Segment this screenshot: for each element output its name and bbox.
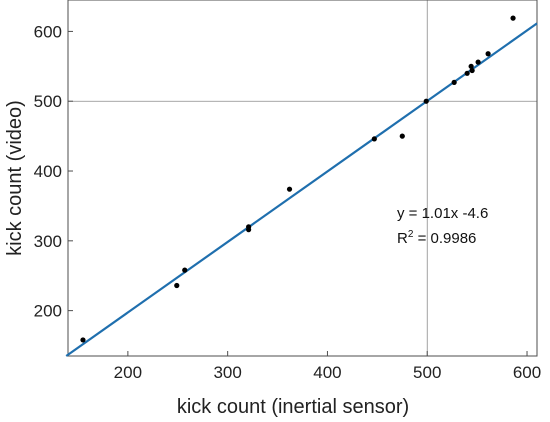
x-tick-label: 600 (513, 363, 541, 382)
data-point (423, 98, 429, 104)
data-point (246, 224, 252, 230)
y-tick-label: 400 (34, 162, 62, 181)
y-tick-label: 300 (34, 232, 62, 251)
data-point (80, 337, 86, 343)
x-tick-label: 400 (313, 363, 341, 382)
x-axis-ticks: 200 300 400 500 600 (114, 351, 541, 382)
y-axis-label: kick count (video) (4, 100, 26, 256)
data-point (475, 59, 481, 65)
plot-frame (67, 0, 538, 357)
data-point (510, 15, 516, 21)
data-point (174, 282, 180, 289)
plot-background (68, 0, 537, 356)
r-squared-value: = 0.9986 (413, 230, 476, 247)
r-squared-superscript: 2 (408, 229, 414, 240)
x-axis-label: kick count (inertial sensor) (177, 396, 409, 418)
x-tick-label: 300 (213, 363, 241, 382)
regression-line (65, 22, 538, 357)
regression-line-group (65, 22, 538, 357)
r-squared-symbol: R (397, 230, 408, 247)
data-point (485, 51, 491, 57)
data-point (399, 133, 405, 139)
r-squared: R2 = 0.9986 (397, 229, 476, 247)
data-point (451, 79, 457, 85)
gridlines (68, 0, 537, 356)
x-tick-label: 200 (114, 363, 142, 382)
data-point (286, 186, 293, 192)
y-axis-ticks: 200 300 400 500 600 (34, 22, 73, 321)
data-points (80, 15, 516, 343)
y-tick-label: 200 (34, 302, 62, 321)
fit-equation: y = 1.01x -4.6 (397, 205, 488, 222)
data-point (468, 63, 474, 69)
data-point (464, 70, 470, 76)
x-tick-label: 500 (413, 363, 441, 382)
data-point (182, 267, 188, 273)
y-tick-label: 600 (34, 22, 62, 41)
data-point (469, 67, 475, 74)
y-tick-label: 500 (34, 92, 62, 111)
data-point (371, 136, 377, 142)
